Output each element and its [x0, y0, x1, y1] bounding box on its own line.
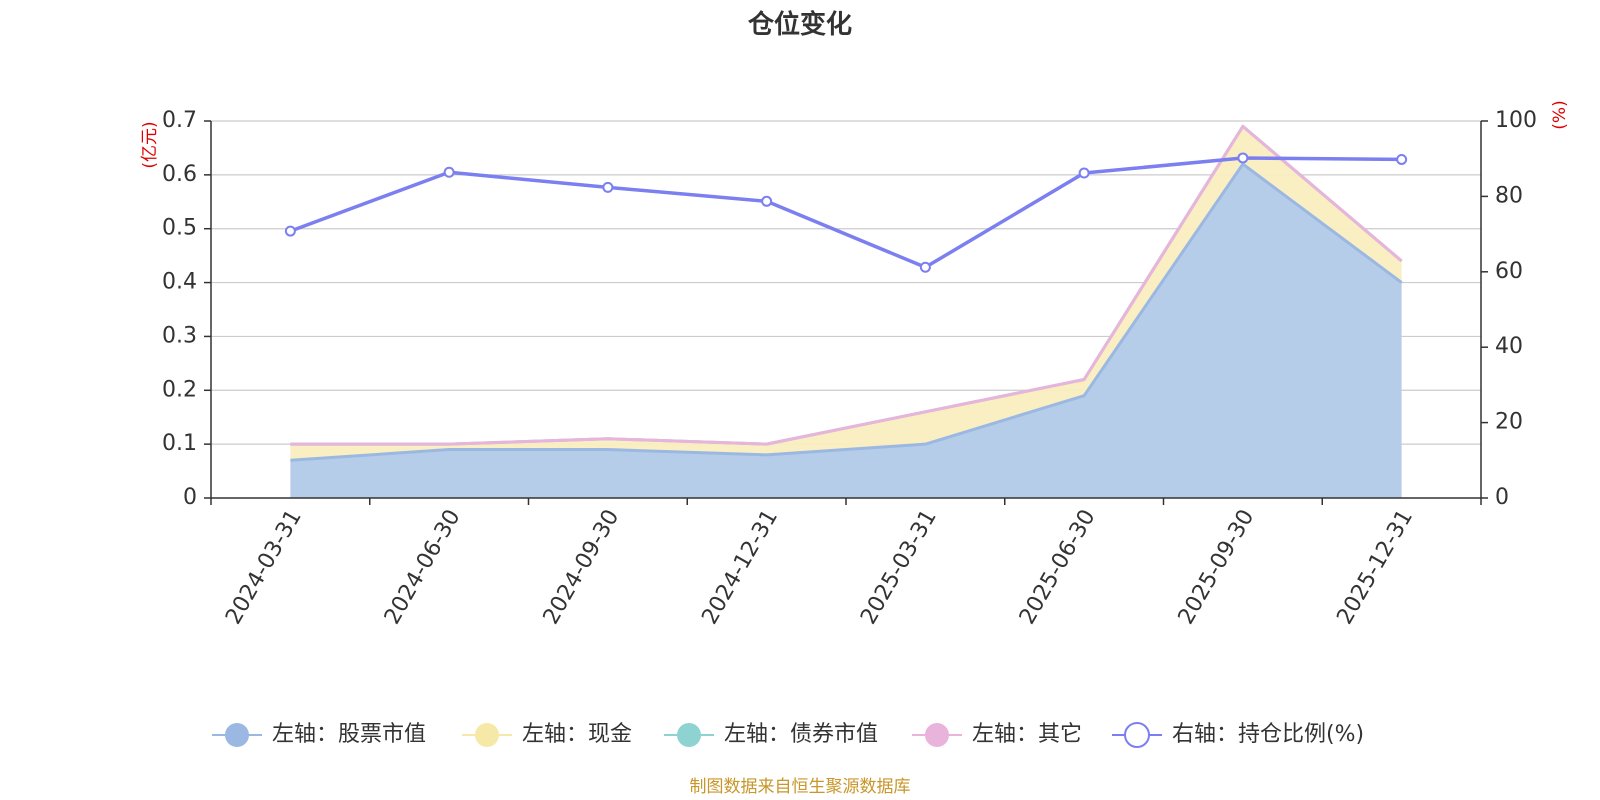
- right-tick-label: 80: [1495, 183, 1523, 208]
- legend-label: 左轴：现金: [522, 722, 632, 747]
- grid-lines: [211, 120, 1481, 445]
- left-tick-label: 0.3: [162, 323, 197, 348]
- stock-value-line: [290, 162, 1403, 462]
- x-tick-label: 2024-06-30: [380, 506, 466, 629]
- right-tick-label: 20: [1495, 410, 1523, 435]
- other-line: [290, 124, 1403, 446]
- legend-marker: [475, 723, 499, 747]
- holding-ratio-point: [1078, 167, 1090, 179]
- legend-label: 左轴：其它: [972, 722, 1082, 747]
- stacked-areas: [290, 124, 1403, 499]
- legend: 左轴：股票市值 左轴：现金 左轴：债券市值 左轴：其它 右轴：持仓比例(%): [212, 722, 1364, 748]
- holding-ratio-point: [919, 261, 931, 273]
- x-tick-label: 2025-03-31: [856, 506, 942, 629]
- legend-cash: 左轴：现金: [462, 722, 632, 747]
- left-tick-label: 0.4: [162, 270, 197, 295]
- data-source-note: 制图数据来自恒生聚源数据库: [690, 777, 911, 797]
- holding-ratio-point: [761, 195, 773, 207]
- left-tick-label: 0.1: [162, 431, 197, 456]
- right-tick-label: 40: [1495, 334, 1523, 359]
- holding-ratio-point: [1396, 153, 1408, 165]
- x-tick-label: 2024-12-31: [697, 506, 783, 629]
- x-tick-label: 2024-09-30: [539, 506, 625, 629]
- holding-ratio-line: [289, 156, 1402, 270]
- legend-bond-value: 左轴：债券市值: [664, 722, 878, 747]
- holding-ratio-point: [1237, 152, 1249, 164]
- legend-other: 左轴：其它: [912, 722, 1082, 747]
- legend-stock-value: 左轴：股票市值: [212, 722, 426, 747]
- left-tick-label: 0.7: [162, 108, 197, 133]
- x-tick-label: 2025-12-31: [1332, 506, 1418, 629]
- right-tick-label: 100: [1495, 108, 1537, 133]
- left-tick-label: 0.5: [162, 216, 197, 241]
- legend-marker: [925, 723, 949, 747]
- stock-value-area: [290, 164, 1402, 499]
- left-tick-label: 0.6: [162, 162, 197, 187]
- right-tick-label: 60: [1495, 259, 1523, 284]
- legend-label: 右轴：持仓比例(%): [1172, 722, 1364, 747]
- legend-marker: [677, 723, 701, 747]
- left-axis-unit: (亿元): [140, 121, 160, 168]
- legend-marker: [225, 723, 249, 747]
- chart-title: 仓位变化: [747, 9, 852, 40]
- left-tick-label: 0.2: [162, 377, 197, 402]
- legend-marker: [1124, 722, 1150, 748]
- holding-ratio-point: [443, 166, 455, 178]
- legend-label: 左轴：股票市值: [272, 722, 426, 747]
- holding-ratio-point: [284, 225, 296, 237]
- legend-holding-ratio: 右轴：持仓比例(%): [1112, 722, 1364, 748]
- x-tick-label: 2024-03-31: [221, 506, 307, 629]
- legend-label: 左轴：债券市值: [724, 722, 878, 747]
- x-tick-label: 2025-09-30: [1174, 506, 1260, 629]
- left-tick-label: 0: [183, 485, 197, 510]
- right-tick-label: 0: [1495, 485, 1509, 510]
- right-axis-unit: (%): [1550, 100, 1570, 129]
- holding-ratio-point: [602, 181, 614, 193]
- x-tick-label: 2025-06-30: [1015, 506, 1101, 629]
- ratio-line: [284, 152, 1408, 273]
